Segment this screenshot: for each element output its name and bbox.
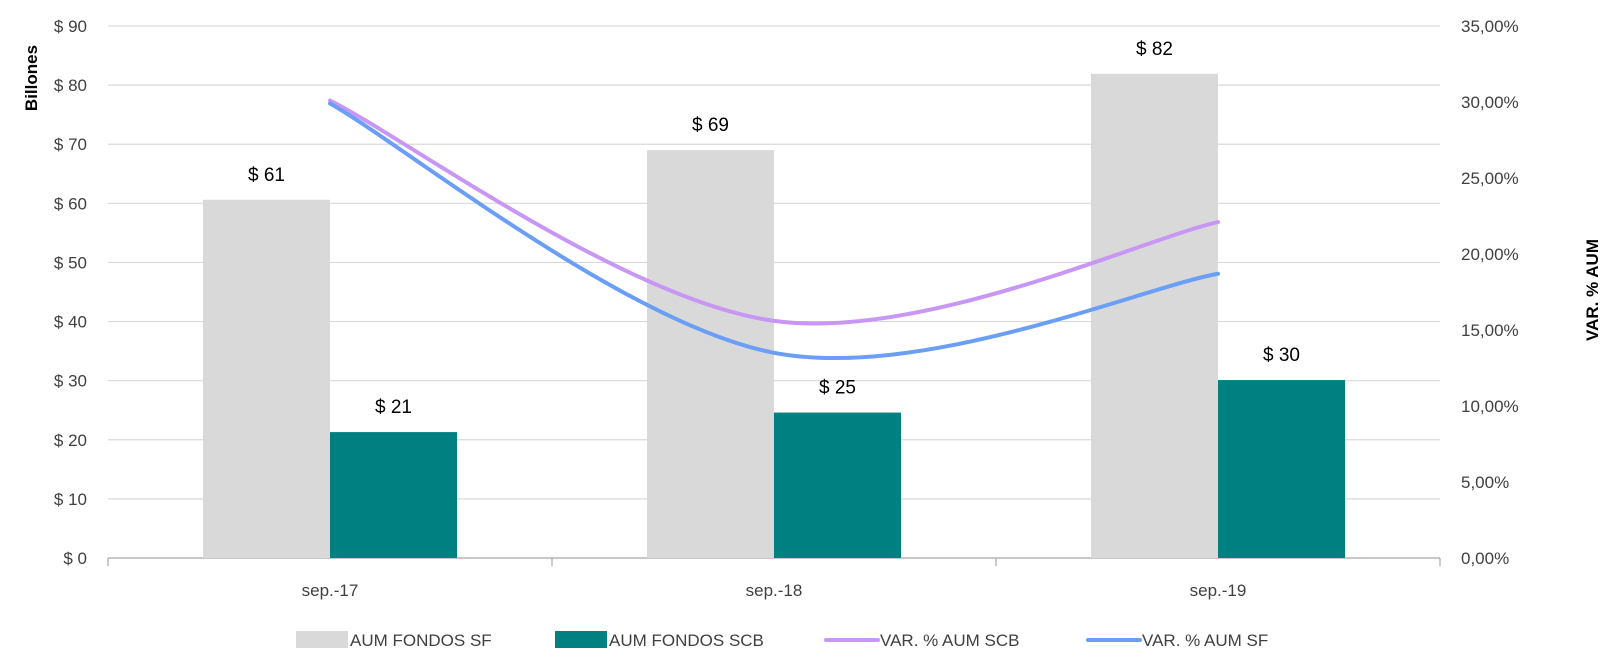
bar-aum-fondos-sf	[203, 199, 330, 558]
bar-aum-fondos-scb	[774, 412, 901, 558]
bar-aum-fondos-sf	[1091, 73, 1218, 558]
line-var-aum-sf	[328, 101, 1220, 361]
y-right-tick-label: 10,00%	[1461, 397, 1519, 416]
line-var-aum-scb	[328, 98, 1220, 326]
bar-data-label: $ 82	[1136, 39, 1173, 60]
bar-data-label: $ 69	[692, 115, 729, 136]
y-right-tick-label: 15,00%	[1461, 321, 1519, 340]
y-axis-left: $ 0 $ 10 $ 20 $ 30 $ 40 $ 50 $ 60 $ 70 $ 80 $ 90	[54, 17, 87, 568]
y-right-tick-label: 30,00%	[1461, 93, 1519, 112]
y-right-tick-label: 25,00%	[1461, 169, 1519, 188]
legend-swatch	[555, 631, 607, 648]
legend-label: AUM FONDOS SF	[350, 631, 492, 650]
legend-swatch	[296, 631, 348, 648]
y-right-tick-label: 0,00%	[1461, 549, 1509, 568]
legend-label: VAR. % AUM SCB	[880, 631, 1020, 650]
bar-aum-fondos-sf	[647, 150, 774, 558]
bar-aum-fondos-scb	[1218, 380, 1345, 558]
x-tick-label: sep.-17	[302, 581, 359, 600]
legend: AUM FONDOS SF AUM FONDOS SCB VAR. % AUM SC…	[296, 631, 1268, 650]
bar-data-label: $ 61	[248, 165, 285, 186]
y-left-tick-label: $ 40	[54, 313, 87, 332]
legend-label: AUM FONDOS SCB	[609, 631, 764, 650]
x-axis: sep.-17 sep.-18 sep.-19	[107, 558, 1441, 600]
y-left-tick-label: $ 10	[54, 490, 87, 509]
y-left-tick-label: $ 70	[54, 135, 87, 154]
data-labels: $ 61 $ 69 $ 82 $ 21 $ 25 $ 30	[248, 39, 1300, 418]
bar-data-label: $ 30	[1263, 345, 1300, 366]
y-left-tick-label: $ 80	[54, 76, 87, 95]
bar-data-label: $ 25	[819, 378, 856, 399]
lines-layer	[328, 98, 1220, 361]
y-left-tick-label: $ 50	[54, 253, 87, 272]
bar-data-label: $ 21	[375, 397, 412, 418]
y-left-tick-label: $ 20	[54, 431, 87, 450]
legend-label: VAR. % AUM SF	[1142, 631, 1268, 650]
y-right-tick-label: 35,00%	[1461, 17, 1519, 36]
y-left-tick-label: $ 60	[54, 194, 87, 213]
y-axis-right: 0,00% 5,00% 10,00% 15,00% 20,00% 25,00% 30,00%…	[1461, 17, 1519, 568]
x-tick-label: sep.-19	[1190, 581, 1247, 600]
y-right-tick-label: 5,00%	[1461, 473, 1509, 492]
y-right-tick-label: 20,00%	[1461, 245, 1519, 264]
bar-aum-fondos-scb	[330, 432, 457, 558]
y-axis-left-title: Billones	[22, 45, 41, 111]
y-left-tick-label: $ 90	[54, 17, 87, 36]
y-left-tick-label: $ 30	[54, 372, 87, 391]
bars-layer	[203, 73, 1345, 558]
y-axis-right-title: VAR. % AUM	[1583, 239, 1602, 341]
x-tick-label: sep.-18	[746, 581, 803, 600]
y-left-tick-label: $ 0	[63, 549, 87, 568]
